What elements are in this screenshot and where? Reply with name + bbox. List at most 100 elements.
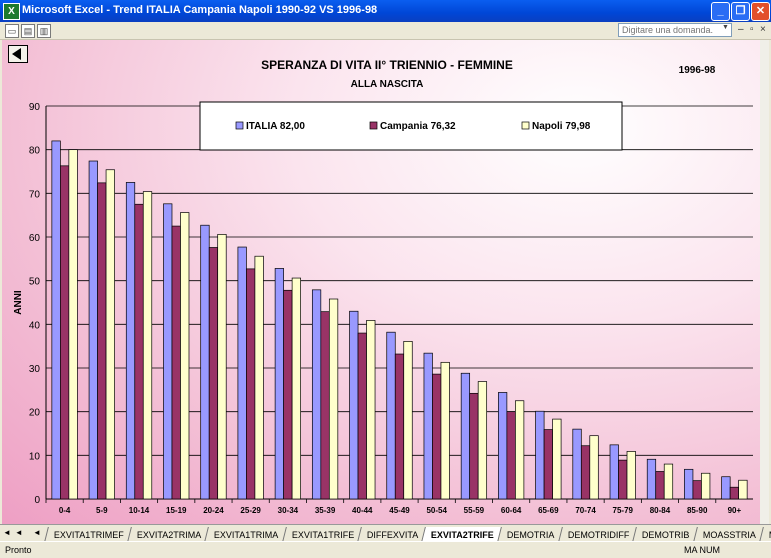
- sheet-tab-label: EXVITA2TRIMA: [136, 530, 202, 540]
- bar-italia: [311, 289, 322, 500]
- bar-napoli: [291, 277, 301, 500]
- y-tick-label: 90: [29, 102, 41, 113]
- print-preview-icon[interactable]: ▤: [21, 24, 35, 38]
- bar-napoli: [68, 149, 78, 500]
- sheet-tab-label: DEMOTRIA: [506, 530, 555, 540]
- bar-napoli: [328, 298, 339, 500]
- bar-italia: [163, 203, 173, 500]
- legend-label: Napoli 79,98: [532, 121, 591, 132]
- bar-italia: [498, 392, 508, 500]
- bar-campania: [618, 459, 628, 500]
- y-tick-label: 60: [29, 233, 41, 244]
- x-tick-label: 0-4: [59, 506, 71, 515]
- bar-chart: SPERANZA DI VITA II° TRIENNIO - FEMMINE A…: [13, 58, 753, 515]
- sheet-tab-label: DEMOTRIB: [642, 530, 690, 540]
- x-tick-label: 45-49: [389, 506, 410, 515]
- x-tick-label: 65-69: [538, 506, 559, 515]
- bar-campania: [543, 429, 553, 500]
- legend-label: ITALIA 82,00: [246, 121, 305, 132]
- sheet-tab[interactable]: EXVITA1TRIMEF: [44, 527, 133, 541]
- status-ready: Pronto: [5, 545, 32, 555]
- close-button[interactable]: ✕: [751, 2, 770, 21]
- x-tick-label: 40-44: [352, 506, 373, 515]
- legend-box: [199, 101, 623, 151]
- legend-swatch: [235, 121, 244, 130]
- bar-napoli: [552, 418, 562, 500]
- toolbar: ▭ ▤ ▥ ▼ – ▫ ×: [0, 22, 771, 40]
- sheet-tab[interactable]: EXVITA1TRIFE: [281, 527, 363, 541]
- bar-napoli: [180, 212, 190, 500]
- bar-campania: [246, 268, 256, 500]
- chart-period-label: 1996-98: [679, 65, 716, 76]
- sheet-tab[interactable]: EXVITA1TRIMA: [204, 527, 288, 541]
- chevron-down-icon[interactable]: ▼: [722, 24, 729, 31]
- x-tick-label: 50-54: [426, 506, 447, 515]
- bar-campania: [283, 289, 293, 500]
- y-tick-label: 20: [29, 408, 41, 419]
- help-question-input[interactable]: [618, 23, 732, 37]
- bar-napoli: [589, 435, 599, 500]
- sheet-tab-label: EXVITA2TRIFE: [431, 530, 494, 540]
- sheet-tabs-bar: ◄◄ ◄ ► ►► EXVITA1TRIMEFEXVITA2TRIMAEXVIT…: [0, 524, 771, 541]
- doc-close-icon[interactable]: ×: [760, 24, 766, 35]
- y-tick-label: 10: [29, 451, 41, 462]
- bar-italia: [125, 182, 136, 500]
- minimize-button[interactable]: _: [711, 2, 730, 21]
- sheet-tab[interactable]: DEMOTRIDIFF: [557, 527, 638, 541]
- sheet-tab[interactable]: EXVITA2TRIMA: [126, 527, 211, 541]
- bar-italia: [646, 458, 657, 500]
- x-tick-label: 80-84: [650, 506, 671, 515]
- bar-napoli: [440, 361, 450, 500]
- doc-minimize-icon[interactable]: –: [738, 24, 744, 35]
- sheet-tab[interactable]: MOASSTRIA: [692, 527, 765, 541]
- bar-campania: [97, 182, 107, 500]
- bar-campania: [320, 311, 330, 500]
- chart-sheet: SPERANZA DI VITA II° TRIENNIO - FEMMINE A…: [2, 40, 769, 524]
- bar-campania: [357, 332, 367, 500]
- open-file-icon[interactable]: ▭: [5, 24, 19, 38]
- x-tick-label: 10-14: [129, 506, 150, 515]
- y-tick-label: 70: [29, 189, 41, 200]
- excel-app-icon[interactable]: X: [3, 3, 20, 20]
- sheet-tabs: EXVITA1TRIMEF EXVITA2TRIMA EXVITA1TRIMA EXV…: [44, 525, 771, 541]
- x-tick-label: 90+: [728, 506, 742, 515]
- sheet-tab-label: MOASSTRIA: [702, 530, 756, 540]
- bar-campania: [60, 165, 70, 500]
- sheet-tab-label: EXVITA1TRIFE: [291, 530, 354, 540]
- y-tick-label: 80: [29, 146, 41, 157]
- bar-italia: [721, 476, 731, 500]
- bar-campania: [171, 225, 181, 500]
- vertical-scrollbar[interactable]: [760, 40, 769, 524]
- status-indicators: MA NUM: [684, 545, 720, 555]
- bar-campania: [692, 480, 702, 500]
- restore-button[interactable]: ❐: [731, 2, 750, 21]
- bar-campania: [469, 392, 479, 500]
- x-tick-label: 55-59: [464, 506, 485, 515]
- bar-italia: [460, 372, 471, 500]
- sheet-tab-label: EXVITA1TRIMA: [214, 530, 279, 540]
- bar-napoli: [105, 169, 115, 500]
- sheet-tab[interactable]: DEMOTRIA: [497, 527, 564, 541]
- back-arrow-button[interactable]: [8, 45, 28, 63]
- bar-italia: [237, 246, 247, 500]
- bar-napoli: [254, 255, 264, 500]
- sheet-tab[interactable]: DEMOTRIB: [632, 527, 699, 541]
- bar-italia: [535, 410, 545, 500]
- sheet-tab[interactable]: DIFFEXVITA: [357, 527, 428, 541]
- legend-swatch: [521, 121, 530, 130]
- legend-label: Campania 76,32: [380, 121, 456, 132]
- x-tick-label: 75-79: [613, 506, 634, 515]
- bar-italia: [684, 468, 694, 500]
- x-tick-label: 35-39: [315, 506, 336, 515]
- bar-napoli: [515, 400, 525, 500]
- doc-restore-icon[interactable]: ▫: [750, 24, 754, 35]
- bar-napoli: [366, 320, 376, 500]
- bar-napoli: [626, 451, 636, 500]
- y-tick-label: 50: [29, 277, 41, 288]
- print-icon[interactable]: ▥: [37, 24, 51, 38]
- bar-campania: [506, 411, 516, 500]
- bar-napoli: [701, 472, 711, 500]
- sheet-tab[interactable]: EXVITA2TRIFE: [421, 527, 503, 541]
- x-tick-label: 60-64: [501, 506, 522, 515]
- x-tick-label: 15-19: [166, 506, 187, 515]
